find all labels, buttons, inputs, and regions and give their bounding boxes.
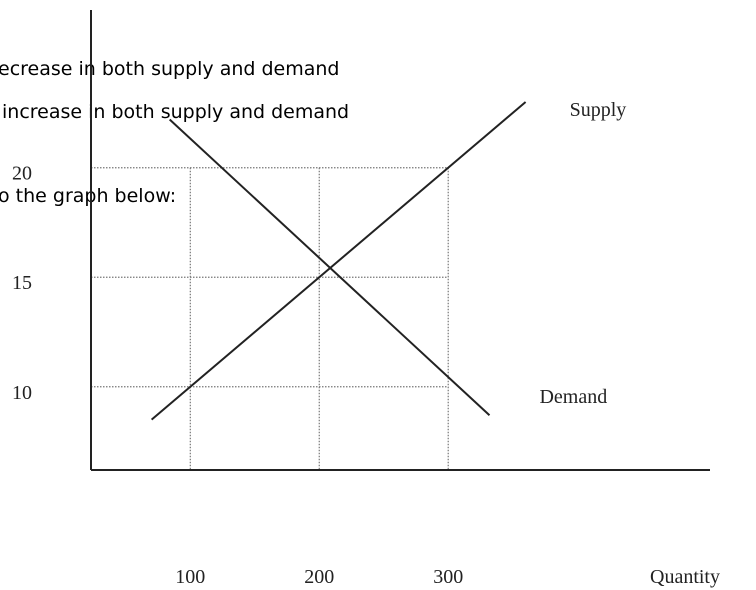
x-axis-label: Quantity — [650, 566, 720, 588]
overlay-text: increase in both supply and demand — [2, 101, 349, 123]
series-line — [150, 101, 527, 421]
x-tick-label: 200 — [304, 566, 334, 588]
overlay-text: ecrease in both supply and demand — [0, 58, 339, 80]
y-tick-label: 10 — [12, 382, 32, 404]
x-tick-label: 300 — [433, 566, 463, 588]
y-tick-label: 15 — [12, 272, 32, 294]
series-label: Supply — [570, 99, 627, 121]
series-line — [168, 118, 491, 416]
y-tick-label: 20 — [12, 163, 32, 185]
series-label: Demand — [539, 386, 607, 408]
x-tick-label: 100 — [175, 566, 205, 588]
overlay-text: o the graph below: — [0, 185, 176, 207]
